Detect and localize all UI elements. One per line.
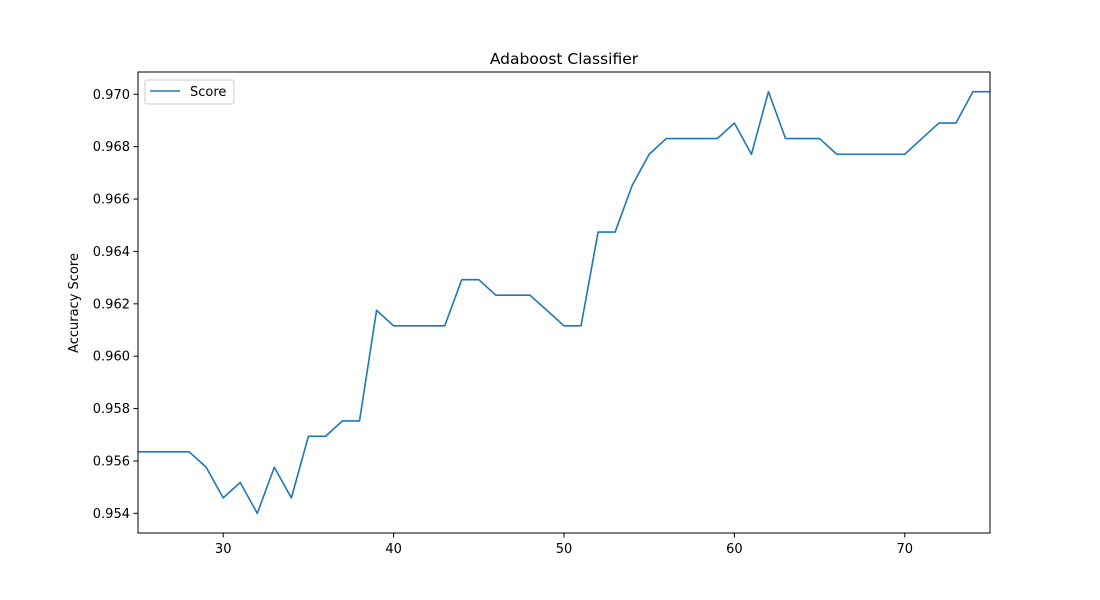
- y-tick-label: 0.962: [93, 297, 130, 312]
- y-axis-title: Accuracy Score: [67, 253, 82, 353]
- x-tick-label: 50: [556, 542, 573, 557]
- y-tick-label: 0.970: [93, 88, 130, 103]
- y-tick-label: 0.964: [93, 245, 130, 260]
- legend-label-score: Score: [190, 85, 226, 100]
- y-tick-label: 0.956: [93, 454, 130, 469]
- plot-content: [138, 90, 990, 515]
- y-tick-label: 0.968: [93, 140, 130, 155]
- x-tick-label: 40: [385, 542, 402, 557]
- series-line-score: [138, 90, 990, 515]
- y-tick-label: 0.966: [93, 193, 130, 208]
- y-tick-label: 0.958: [93, 402, 130, 417]
- y-axis: 0.954 0.956 0.958 0.960 0.962 0.964 0.966 0.968…: [93, 88, 138, 522]
- y-tick-label: 0.960: [93, 350, 130, 365]
- x-tick-label: 60: [726, 542, 743, 557]
- x-tick-label: 30: [215, 542, 232, 557]
- legend-box: [144, 79, 235, 105]
- chart-title: Adaboost Classifier: [490, 50, 639, 68]
- y-tick-label: 0.954: [93, 507, 130, 522]
- x-tick-label: 70: [897, 542, 914, 557]
- x-axis: 30 40 50 60 70: [215, 533, 913, 557]
- legend: Score: [144, 79, 235, 105]
